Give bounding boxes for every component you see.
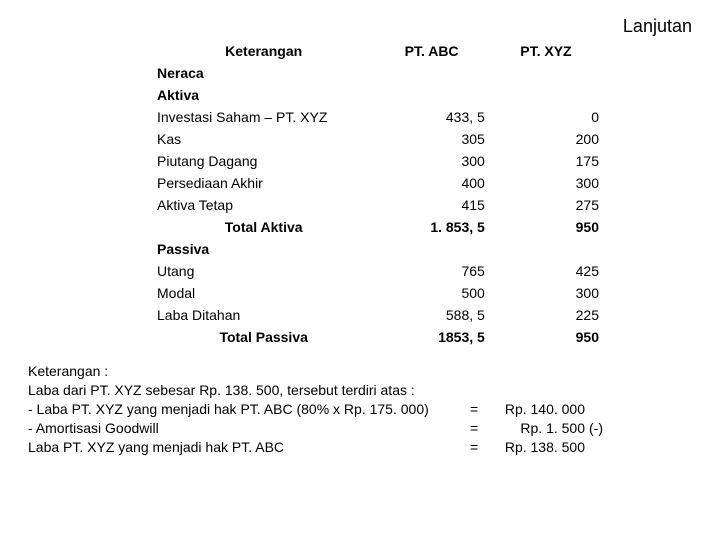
row-label: Kas <box>153 128 374 150</box>
notes-eq: = <box>470 438 490 457</box>
total-aktiva-row: Total Aktiva 1. 853, 5 950 <box>153 216 603 238</box>
row-label: Persediaan Akhir <box>153 172 374 194</box>
row-label: Investasi Saham – PT. XYZ <box>153 106 374 128</box>
total-aktiva-abc: 1. 853, 5 <box>374 216 489 238</box>
table-row: Investasi Saham – PT. XYZ433, 50 <box>153 106 603 128</box>
row-label: Modal <box>153 282 374 304</box>
section-row: Aktiva <box>153 84 603 106</box>
row-xyz: 0 <box>489 106 603 128</box>
table-row: Laba Ditahan588, 5225 <box>153 304 603 326</box>
col-header-xyz: PT. XYZ <box>489 40 603 62</box>
table-row: Modal500300 <box>153 282 603 304</box>
row-abc: 588, 5 <box>374 304 489 326</box>
continuation-label: Lanjutan <box>623 16 692 37</box>
section-aktiva: Aktiva <box>153 84 374 106</box>
row-xyz: 300 <box>489 172 603 194</box>
table-row: Piutang Dagang300175 <box>153 150 603 172</box>
row-xyz: 300 <box>489 282 603 304</box>
notes-amount: Rp. 138. 500 <box>490 438 585 457</box>
row-label: Laba Ditahan <box>153 304 374 326</box>
col-header-abc: PT. ABC <box>374 40 489 62</box>
row-label: Aktiva Tetap <box>153 194 374 216</box>
notes-calc-row: - Amortisasi Goodwill = Rp. 1. 500 (-) <box>28 419 692 438</box>
notes-calc-row: Laba PT. XYZ yang menjadi hak PT. ABC = … <box>28 438 692 457</box>
table-row: Persediaan Akhir400300 <box>153 172 603 194</box>
row-abc: 765 <box>374 260 489 282</box>
table-header-row: Keterangan PT. ABC PT. XYZ <box>153 40 603 62</box>
notes-amount: Rp. 1. 500 <box>490 419 585 438</box>
row-abc: 500 <box>374 282 489 304</box>
total-passiva-abc: 1853, 5 <box>374 326 489 348</box>
section-row: Passiva <box>153 238 603 260</box>
notes-block: Keterangan : Laba dari PT. XYZ sebesar R… <box>28 362 692 456</box>
row-label: Utang <box>153 260 374 282</box>
notes-amount: Rp. 140. 000 <box>490 400 585 419</box>
table-row: Aktiva Tetap415275 <box>153 194 603 216</box>
section-row: Neraca <box>153 62 603 84</box>
total-passiva-label: Total Passiva <box>153 326 374 348</box>
notes-left: - Laba PT. XYZ yang menjadi hak PT. ABC … <box>28 400 470 419</box>
row-abc: 305 <box>374 128 489 150</box>
total-aktiva-xyz: 950 <box>489 216 603 238</box>
notes-suffix <box>585 400 589 419</box>
notes-left: Laba PT. XYZ yang menjadi hak PT. ABC <box>28 438 470 457</box>
row-xyz: 225 <box>489 304 603 326</box>
total-passiva-xyz: 950 <box>489 326 603 348</box>
notes-line: Laba dari PT. XYZ sebesar Rp. 138. 500, … <box>28 381 692 400</box>
notes-calc-row: - Laba PT. XYZ yang menjadi hak PT. ABC … <box>28 400 692 419</box>
notes-left: - Amortisasi Goodwill <box>28 419 470 438</box>
row-xyz: 200 <box>489 128 603 150</box>
total-passiva-row: Total Passiva 1853, 5 950 <box>153 326 603 348</box>
col-header-keterangan: Keterangan <box>153 40 374 62</box>
row-xyz: 275 <box>489 194 603 216</box>
row-abc: 415 <box>374 194 489 216</box>
row-xyz: 425 <box>489 260 603 282</box>
row-abc: 300 <box>374 150 489 172</box>
notes-eq: = <box>470 400 490 419</box>
row-xyz: 175 <box>489 150 603 172</box>
notes-line: Keterangan : <box>28 362 692 381</box>
table-row: Utang765425 <box>153 260 603 282</box>
notes-eq: = <box>470 419 490 438</box>
row-label: Piutang Dagang <box>153 150 374 172</box>
total-aktiva-label: Total Aktiva <box>153 216 374 238</box>
table-row: Kas305200 <box>153 128 603 150</box>
row-abc: 400 <box>374 172 489 194</box>
section-neraca: Neraca <box>153 62 374 84</box>
balance-sheet-table: Keterangan PT. ABC PT. XYZ Neraca Aktiva… <box>153 40 603 348</box>
row-abc: 433, 5 <box>374 106 489 128</box>
section-passiva: Passiva <box>153 238 374 260</box>
notes-suffix: (-) <box>585 419 603 438</box>
notes-suffix <box>585 438 589 457</box>
